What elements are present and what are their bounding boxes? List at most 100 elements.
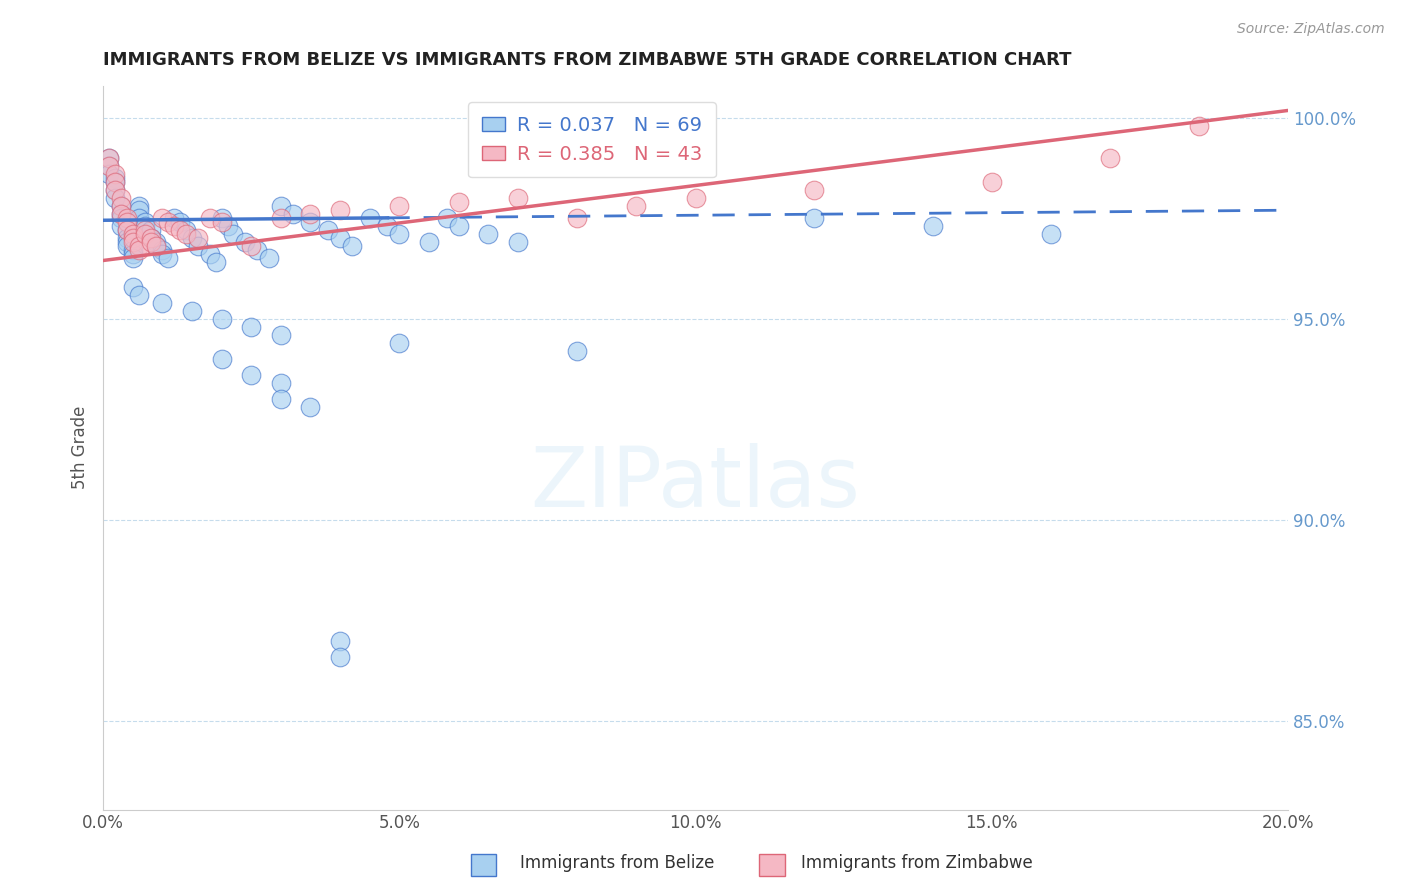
Point — [121, 235, 143, 250]
Point — [104, 171, 127, 186]
Point — [240, 239, 263, 253]
Point — [115, 223, 138, 237]
Point — [98, 159, 121, 173]
Point — [98, 151, 121, 165]
Point — [447, 219, 470, 234]
Point — [169, 223, 191, 237]
Point — [128, 239, 150, 253]
Point — [104, 175, 127, 189]
Text: IMMIGRANTS FROM BELIZE VS IMMIGRANTS FROM ZIMBABWE 5TH GRADE CORRELATION CHART: IMMIGRANTS FROM BELIZE VS IMMIGRANTS FRO… — [103, 51, 1071, 69]
Point — [139, 235, 162, 250]
Text: ZIPatlas: ZIPatlas — [530, 443, 860, 524]
Point — [803, 211, 825, 226]
Point — [1040, 227, 1063, 242]
Point — [211, 215, 233, 229]
Point — [565, 211, 588, 226]
Point — [110, 191, 132, 205]
Point — [211, 311, 233, 326]
Point — [340, 239, 363, 253]
Point — [121, 227, 143, 242]
Point — [329, 633, 352, 648]
Point — [240, 319, 263, 334]
Point — [246, 244, 269, 258]
Point — [115, 239, 138, 253]
Point — [128, 244, 150, 258]
Point — [281, 207, 304, 221]
Point — [299, 215, 322, 229]
Point — [121, 247, 143, 261]
Point — [128, 203, 150, 218]
Point — [181, 303, 204, 318]
Point — [128, 199, 150, 213]
Point — [104, 191, 127, 205]
Point — [115, 231, 138, 245]
Point — [157, 215, 180, 229]
Point — [187, 239, 209, 253]
Point — [388, 227, 411, 242]
Point — [134, 215, 156, 229]
Point — [447, 195, 470, 210]
Point — [145, 239, 167, 253]
Point — [270, 211, 292, 226]
Point — [211, 211, 233, 226]
Point — [115, 235, 138, 250]
Point — [134, 219, 156, 234]
Point — [299, 207, 322, 221]
Text: Source: ZipAtlas.com: Source: ZipAtlas.com — [1237, 22, 1385, 37]
Point — [181, 231, 204, 245]
Point — [436, 211, 458, 226]
Point — [115, 215, 138, 229]
Point — [150, 295, 173, 310]
Point — [104, 183, 127, 197]
Point — [240, 368, 263, 383]
Point — [921, 219, 943, 234]
Point — [163, 219, 186, 234]
Point — [270, 376, 292, 391]
Point — [110, 207, 132, 221]
Point — [134, 227, 156, 242]
Point — [110, 211, 132, 226]
Point — [980, 175, 1002, 189]
Point — [270, 199, 292, 213]
Point — [145, 235, 167, 250]
Point — [110, 199, 132, 213]
Point — [150, 211, 173, 226]
Point — [115, 223, 138, 237]
Point — [104, 175, 127, 189]
Point — [110, 219, 132, 234]
Point — [110, 207, 132, 221]
Point — [388, 335, 411, 350]
Text: Immigrants from Zimbabwe: Immigrants from Zimbabwe — [801, 855, 1033, 872]
Point — [299, 401, 322, 415]
Point — [174, 223, 197, 237]
Point — [506, 235, 529, 250]
Point — [174, 227, 197, 242]
Point — [98, 167, 121, 181]
Point — [169, 215, 191, 229]
Point — [377, 219, 399, 234]
Point — [217, 219, 239, 234]
Point — [128, 211, 150, 226]
Point — [110, 199, 132, 213]
Point — [359, 211, 381, 226]
Point — [233, 235, 256, 250]
Point — [803, 183, 825, 197]
Point — [329, 203, 352, 218]
Point — [418, 235, 440, 250]
Point — [685, 191, 707, 205]
Point — [477, 227, 499, 242]
Point — [145, 239, 167, 253]
Point — [198, 211, 221, 226]
Point — [187, 231, 209, 245]
Point — [157, 252, 180, 266]
Point — [98, 151, 121, 165]
Point — [270, 392, 292, 407]
Point — [98, 159, 121, 173]
Point — [198, 247, 221, 261]
Point — [211, 352, 233, 367]
Point — [1188, 119, 1211, 133]
Point — [388, 199, 411, 213]
Point — [139, 231, 162, 245]
Y-axis label: 5th Grade: 5th Grade — [72, 406, 89, 489]
Point — [139, 223, 162, 237]
